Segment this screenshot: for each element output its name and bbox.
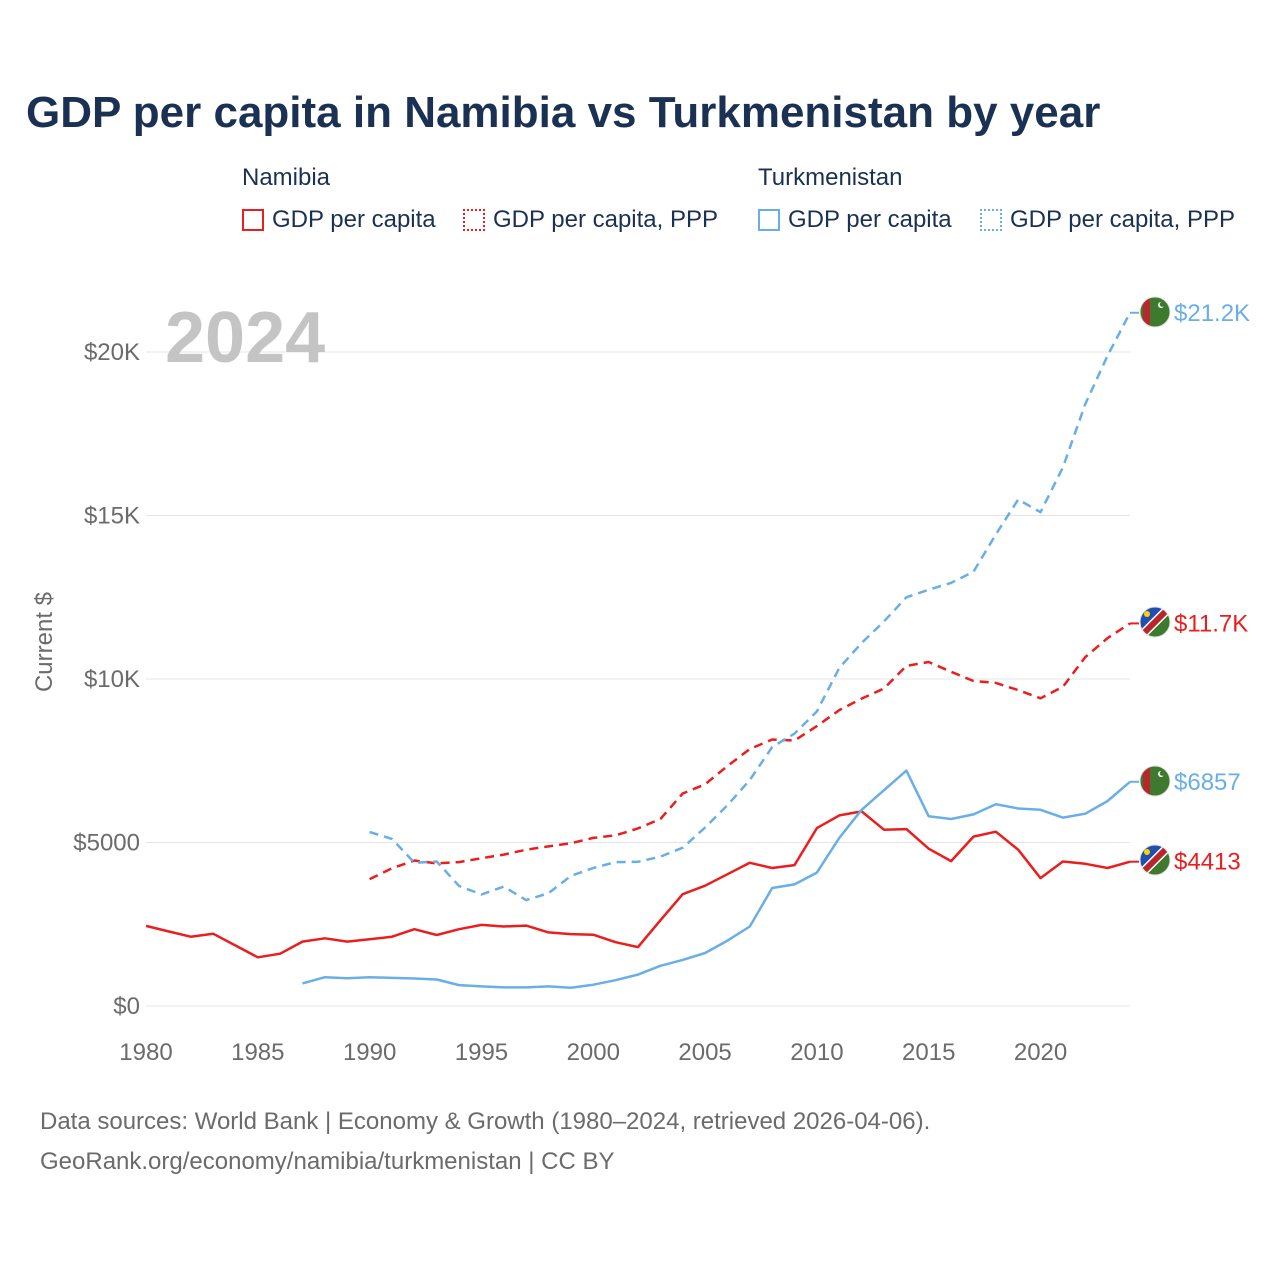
end-value-label: $6857: [1174, 769, 1241, 796]
series-line-turkmenistan-dashed[interactable]: [369, 312, 1132, 902]
x-tick-label: 1985: [231, 1039, 284, 1066]
series-line-namibia-solid[interactable]: [145, 810, 1131, 959]
legend-turkmenistan-gdp-ppp[interactable]: GDP per capita, PPP: [980, 206, 1235, 234]
y-tick-label: $0: [113, 993, 140, 1020]
y-tick-label: $10K: [84, 666, 140, 693]
series-layer: [145, 312, 1132, 989]
legend-namibia-gdp[interactable]: GDP per capita: [242, 206, 436, 234]
series-line-namibia-dashed[interactable]: [369, 622, 1131, 881]
grid-layer: $0 $5000 $10K $15K $20K 1980 1985 1990 1995 2000 2…: [31, 339, 1130, 1066]
y-tick-label: $20K: [84, 339, 140, 366]
x-tick-label: 2020: [1014, 1039, 1067, 1066]
x-tick-label: 2005: [678, 1039, 731, 1066]
legend-namibia-title: Namibia: [242, 164, 331, 191]
legend-label: GDP per capita: [272, 206, 436, 233]
legend-swatch-dashed-icon: [980, 209, 1002, 231]
legend-label: GDP per capita, PPP: [493, 206, 718, 233]
labels-layer: $4413 $11.7K $6857 $21.2K: [1130, 300, 1250, 876]
legend-swatch-solid-icon: [758, 209, 780, 231]
legend-swatch-dashed-icon: [463, 209, 485, 231]
legend-label: GDP per capita, PPP: [1010, 206, 1235, 233]
x-tick-label: 1990: [343, 1039, 396, 1066]
end-value-label: $4413: [1174, 849, 1241, 876]
namibia-flag-icon: [1139, 606, 1171, 638]
namibia-flag-icon: [1139, 844, 1171, 876]
x-tick-label: 2000: [567, 1039, 620, 1066]
year-watermark: 2024: [165, 298, 325, 378]
flags-layer: [1139, 296, 1171, 876]
end-value-label: $21.2K: [1174, 300, 1250, 327]
x-tick-label: 2010: [790, 1039, 843, 1066]
footer-link[interactable]: GeoRank.org/economy/namibia/turkmenistan…: [40, 1148, 615, 1175]
x-tick-label: 1995: [455, 1039, 508, 1066]
y-tick-label: $5000: [73, 830, 140, 857]
turkmenistan-flag-icon: [1139, 765, 1171, 797]
legend-turkmenistan-gdp[interactable]: GDP per capita: [758, 206, 952, 234]
legend-swatch-solid-icon: [242, 209, 264, 231]
x-tick-label: 1980: [119, 1039, 172, 1066]
footer-sources: Data sources: World Bank | Economy & Gro…: [40, 1108, 931, 1135]
chart-title: GDP per capita in Namibia vs Turkmenista…: [26, 88, 1101, 137]
turkmenistan-flag-icon: [1139, 296, 1171, 328]
end-value-label: $11.7K: [1174, 610, 1248, 637]
legend-turkmenistan-title: Turkmenistan: [758, 164, 903, 191]
y-tick-label: $15K: [84, 503, 140, 530]
x-tick-label: 2015: [902, 1039, 955, 1066]
y-axis-label: Current $: [31, 592, 58, 692]
legend-namibia-gdp-ppp[interactable]: GDP per capita, PPP: [463, 206, 718, 234]
series-line-turkmenistan-solid[interactable]: [302, 769, 1131, 989]
legend-label: GDP per capita: [788, 206, 952, 233]
